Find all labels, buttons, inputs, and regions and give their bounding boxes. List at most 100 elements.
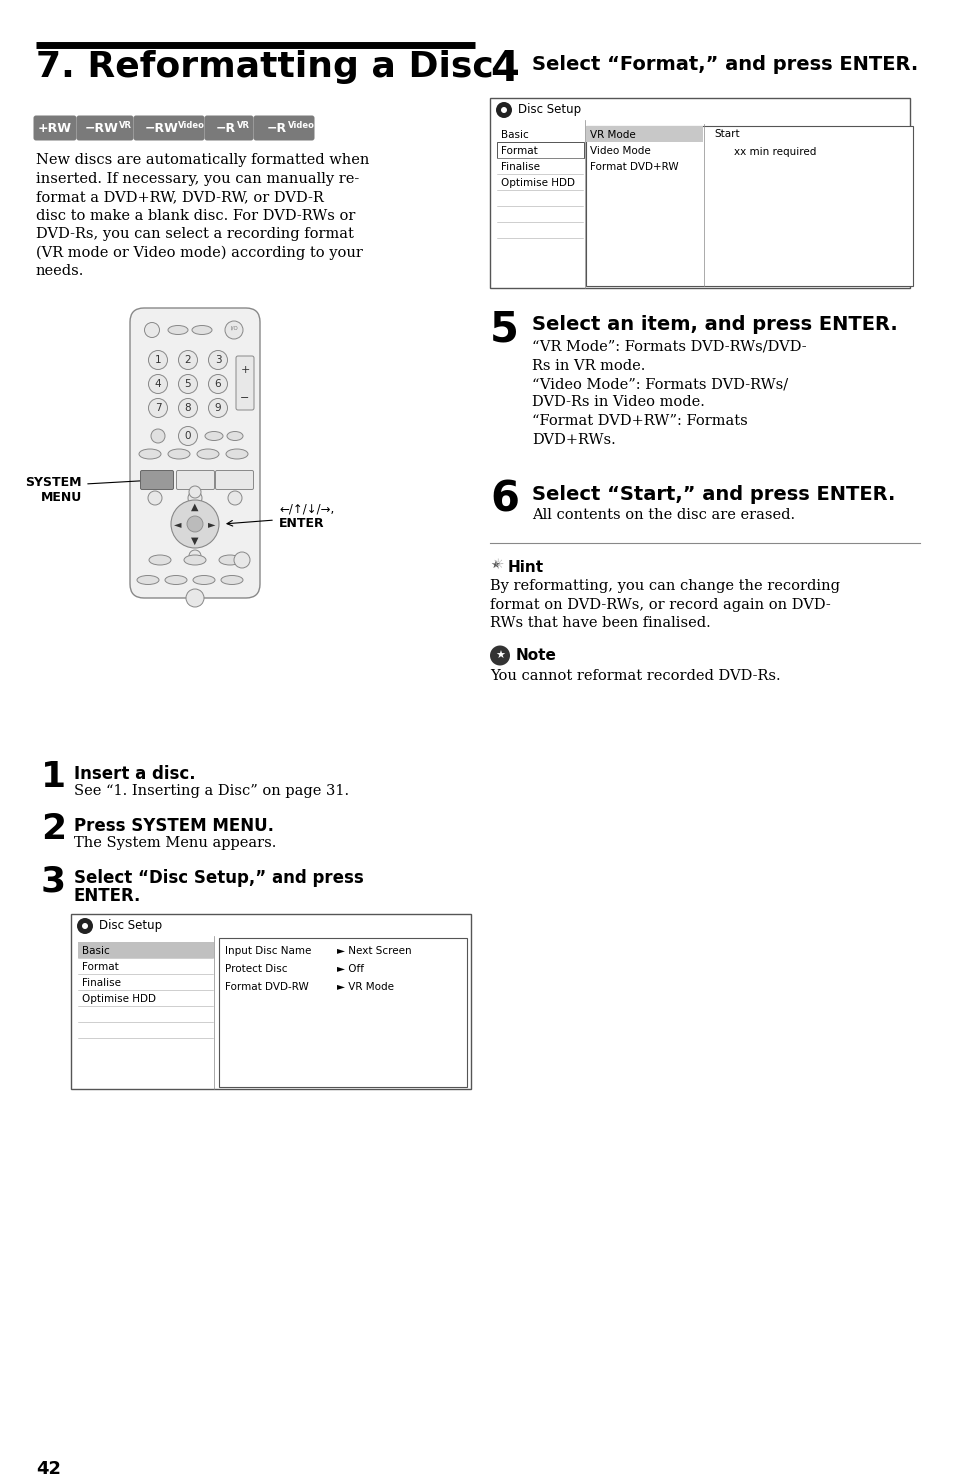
Text: 6: 6	[490, 478, 518, 521]
Circle shape	[149, 399, 168, 418]
Bar	[585, 126, 702, 142]
Circle shape	[225, 320, 243, 340]
Text: 7. Reformatting a Disc: 7. Reformatting a Disc	[36, 50, 494, 85]
Text: ► Next Screen: ► Next Screen	[336, 946, 411, 957]
Ellipse shape	[149, 555, 171, 565]
Text: Format: Format	[500, 145, 537, 156]
Text: 3: 3	[41, 865, 66, 899]
Text: 3: 3	[214, 354, 221, 365]
Ellipse shape	[139, 449, 161, 460]
Text: Input Disc Name: Input Disc Name	[225, 946, 311, 957]
Text: format on DVD-RWs, or record again on DVD-: format on DVD-RWs, or record again on DV…	[490, 598, 830, 611]
Text: All contents on the disc are erased.: All contents on the disc are erased.	[532, 509, 794, 522]
Text: inserted. If necessary, you can manually re-: inserted. If necessary, you can manually…	[36, 172, 359, 185]
Text: 1: 1	[41, 759, 66, 793]
Ellipse shape	[192, 325, 212, 335]
Text: Insert a disc.: Insert a disc.	[74, 765, 195, 783]
Text: 8: 8	[185, 403, 192, 412]
Text: VR: VR	[236, 120, 250, 129]
Ellipse shape	[227, 432, 243, 440]
Circle shape	[496, 102, 512, 119]
Circle shape	[188, 491, 202, 506]
Text: “VR Mode”: Formats DVD-RWs/DVD-: “VR Mode”: Formats DVD-RWs/DVD-	[532, 340, 806, 354]
Text: 6: 6	[214, 380, 221, 389]
Text: xx min required: xx min required	[733, 147, 816, 157]
Ellipse shape	[168, 325, 188, 335]
Text: Finalise: Finalise	[500, 162, 539, 172]
FancyBboxPatch shape	[235, 356, 253, 409]
Text: By reformatting, you can change the recording: By reformatting, you can change the reco…	[490, 578, 840, 593]
Circle shape	[151, 429, 165, 443]
Text: ► VR Mode: ► VR Mode	[336, 982, 394, 992]
Text: 5: 5	[185, 380, 192, 389]
Text: The System Menu appears.: The System Menu appears.	[74, 836, 276, 850]
Text: Note: Note	[516, 648, 557, 663]
FancyBboxPatch shape	[130, 308, 260, 598]
Text: format a DVD+RW, DVD-RW, or DVD-R: format a DVD+RW, DVD-RW, or DVD-R	[36, 190, 323, 205]
FancyBboxPatch shape	[140, 470, 173, 489]
Text: Format DVD-RW: Format DVD-RW	[225, 982, 309, 992]
Ellipse shape	[168, 449, 190, 460]
Circle shape	[178, 427, 197, 445]
Text: ► Off: ► Off	[336, 964, 364, 974]
Circle shape	[490, 645, 510, 666]
Text: Press SYSTEM MENU.: Press SYSTEM MENU.	[74, 817, 274, 835]
Bar	[78, 942, 213, 958]
Text: +RW: +RW	[38, 122, 71, 135]
Text: Disc Setup: Disc Setup	[517, 104, 580, 117]
Text: DVD-Rs, you can select a recording format: DVD-Rs, you can select a recording forma…	[36, 227, 354, 242]
Text: 5: 5	[490, 308, 518, 350]
Ellipse shape	[137, 575, 159, 584]
Text: ★: ★	[490, 561, 499, 571]
Text: 4: 4	[490, 47, 518, 90]
Text: disc to make a blank disc. For DVD-RWs or: disc to make a blank disc. For DVD-RWs o…	[36, 209, 355, 222]
Text: −R: −R	[215, 122, 235, 135]
Circle shape	[233, 552, 250, 568]
Circle shape	[189, 486, 201, 498]
Circle shape	[149, 375, 168, 393]
Text: ◄: ◄	[174, 519, 182, 529]
Text: SYSTEM
MENU: SYSTEM MENU	[26, 476, 82, 504]
Circle shape	[144, 322, 159, 338]
Circle shape	[209, 399, 227, 418]
Text: ←/↑/↓/→,: ←/↑/↓/→,	[278, 503, 334, 516]
Ellipse shape	[205, 432, 223, 440]
FancyBboxPatch shape	[76, 116, 133, 141]
Bar	[219, 939, 467, 1087]
FancyBboxPatch shape	[204, 116, 253, 141]
Text: Select “Format,” and press ENTER.: Select “Format,” and press ENTER.	[532, 55, 918, 74]
Text: Optimise HDD: Optimise HDD	[500, 178, 575, 188]
FancyBboxPatch shape	[33, 116, 76, 141]
Text: Hint: Hint	[507, 561, 543, 575]
Text: −RW: −RW	[85, 122, 119, 135]
Ellipse shape	[219, 555, 241, 565]
Text: (VR mode or Video mode) according to your: (VR mode or Video mode) according to you…	[36, 246, 362, 260]
Circle shape	[186, 589, 204, 607]
Text: ▼: ▼	[191, 535, 198, 546]
Text: −: −	[240, 393, 250, 403]
Text: ☼: ☼	[492, 558, 504, 572]
Text: Video Mode: Video Mode	[589, 145, 650, 156]
Text: Select “Start,” and press ENTER.: Select “Start,” and press ENTER.	[532, 485, 895, 504]
Text: Format: Format	[82, 962, 118, 971]
Circle shape	[178, 375, 197, 393]
Bar	[71, 914, 471, 1089]
Text: ENTER: ENTER	[278, 518, 324, 529]
Text: I/O: I/O	[230, 326, 237, 331]
Text: ★: ★	[495, 651, 504, 660]
Text: Rs in VR mode.: Rs in VR mode.	[532, 359, 644, 372]
Text: VR Mode: VR Mode	[589, 131, 635, 139]
Text: 2: 2	[41, 813, 66, 845]
Text: VR: VR	[118, 120, 132, 129]
Circle shape	[171, 500, 219, 549]
Text: Video: Video	[287, 120, 314, 129]
Circle shape	[209, 350, 227, 369]
Text: ▲: ▲	[191, 503, 198, 512]
Circle shape	[178, 399, 197, 418]
Circle shape	[148, 491, 162, 506]
Ellipse shape	[184, 555, 206, 565]
Text: Format DVD+RW: Format DVD+RW	[589, 162, 678, 172]
Text: Basic: Basic	[500, 131, 528, 139]
Text: 1: 1	[154, 354, 161, 365]
Circle shape	[82, 922, 88, 928]
